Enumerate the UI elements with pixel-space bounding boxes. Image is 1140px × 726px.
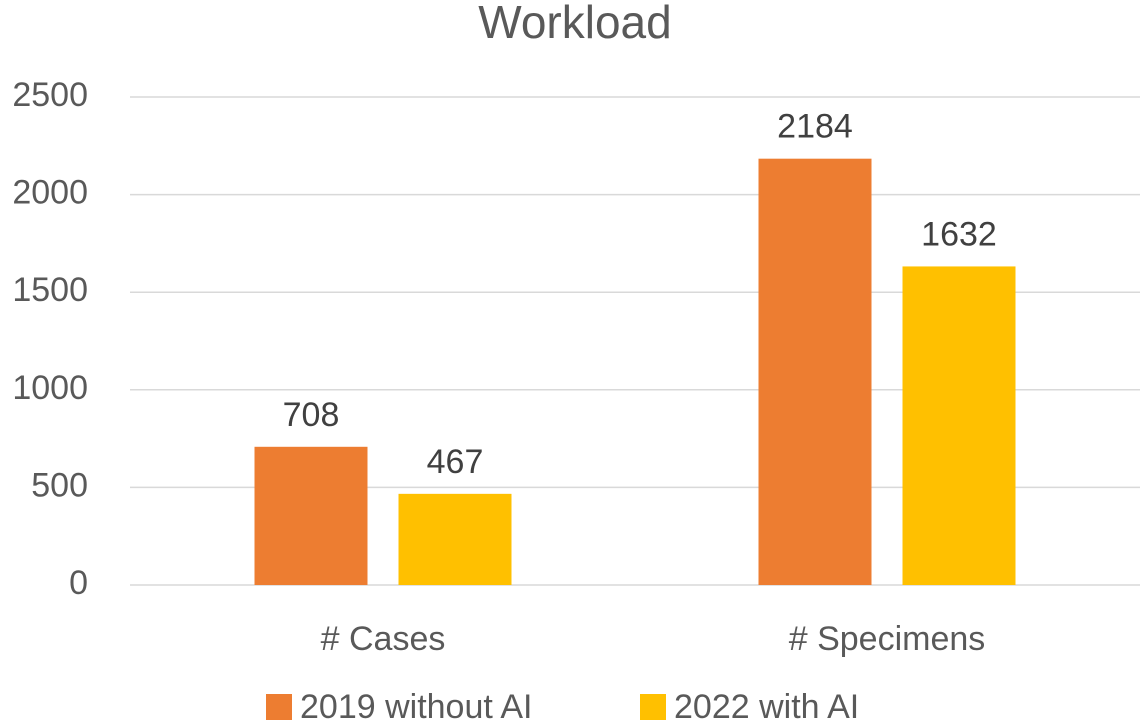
legend-label: 2019 without AI — [300, 688, 533, 726]
bar — [902, 266, 1016, 585]
legend-swatch — [266, 694, 292, 720]
x-tick-label: # Specimens — [789, 620, 986, 658]
chart-title: Workload — [478, 0, 671, 48]
y-tick-label: 0 — [69, 564, 88, 602]
data-label: 708 — [283, 396, 340, 434]
legend-label: 2022 with AI — [674, 688, 859, 726]
bar — [758, 158, 872, 585]
y-tick-label: 2500 — [12, 76, 88, 114]
x-tick-label: # Cases — [321, 620, 446, 658]
y-tick-label: 500 — [31, 466, 88, 504]
y-tick-label: 1500 — [12, 271, 88, 309]
data-label: 467 — [427, 443, 484, 481]
y-tick-label: 2000 — [12, 174, 88, 212]
y-tick-label: 1000 — [12, 369, 88, 407]
bar — [398, 493, 512, 585]
bar — [254, 446, 368, 585]
data-label: 1632 — [921, 215, 997, 253]
data-label: 2184 — [777, 108, 853, 146]
legend-swatch — [640, 694, 666, 720]
